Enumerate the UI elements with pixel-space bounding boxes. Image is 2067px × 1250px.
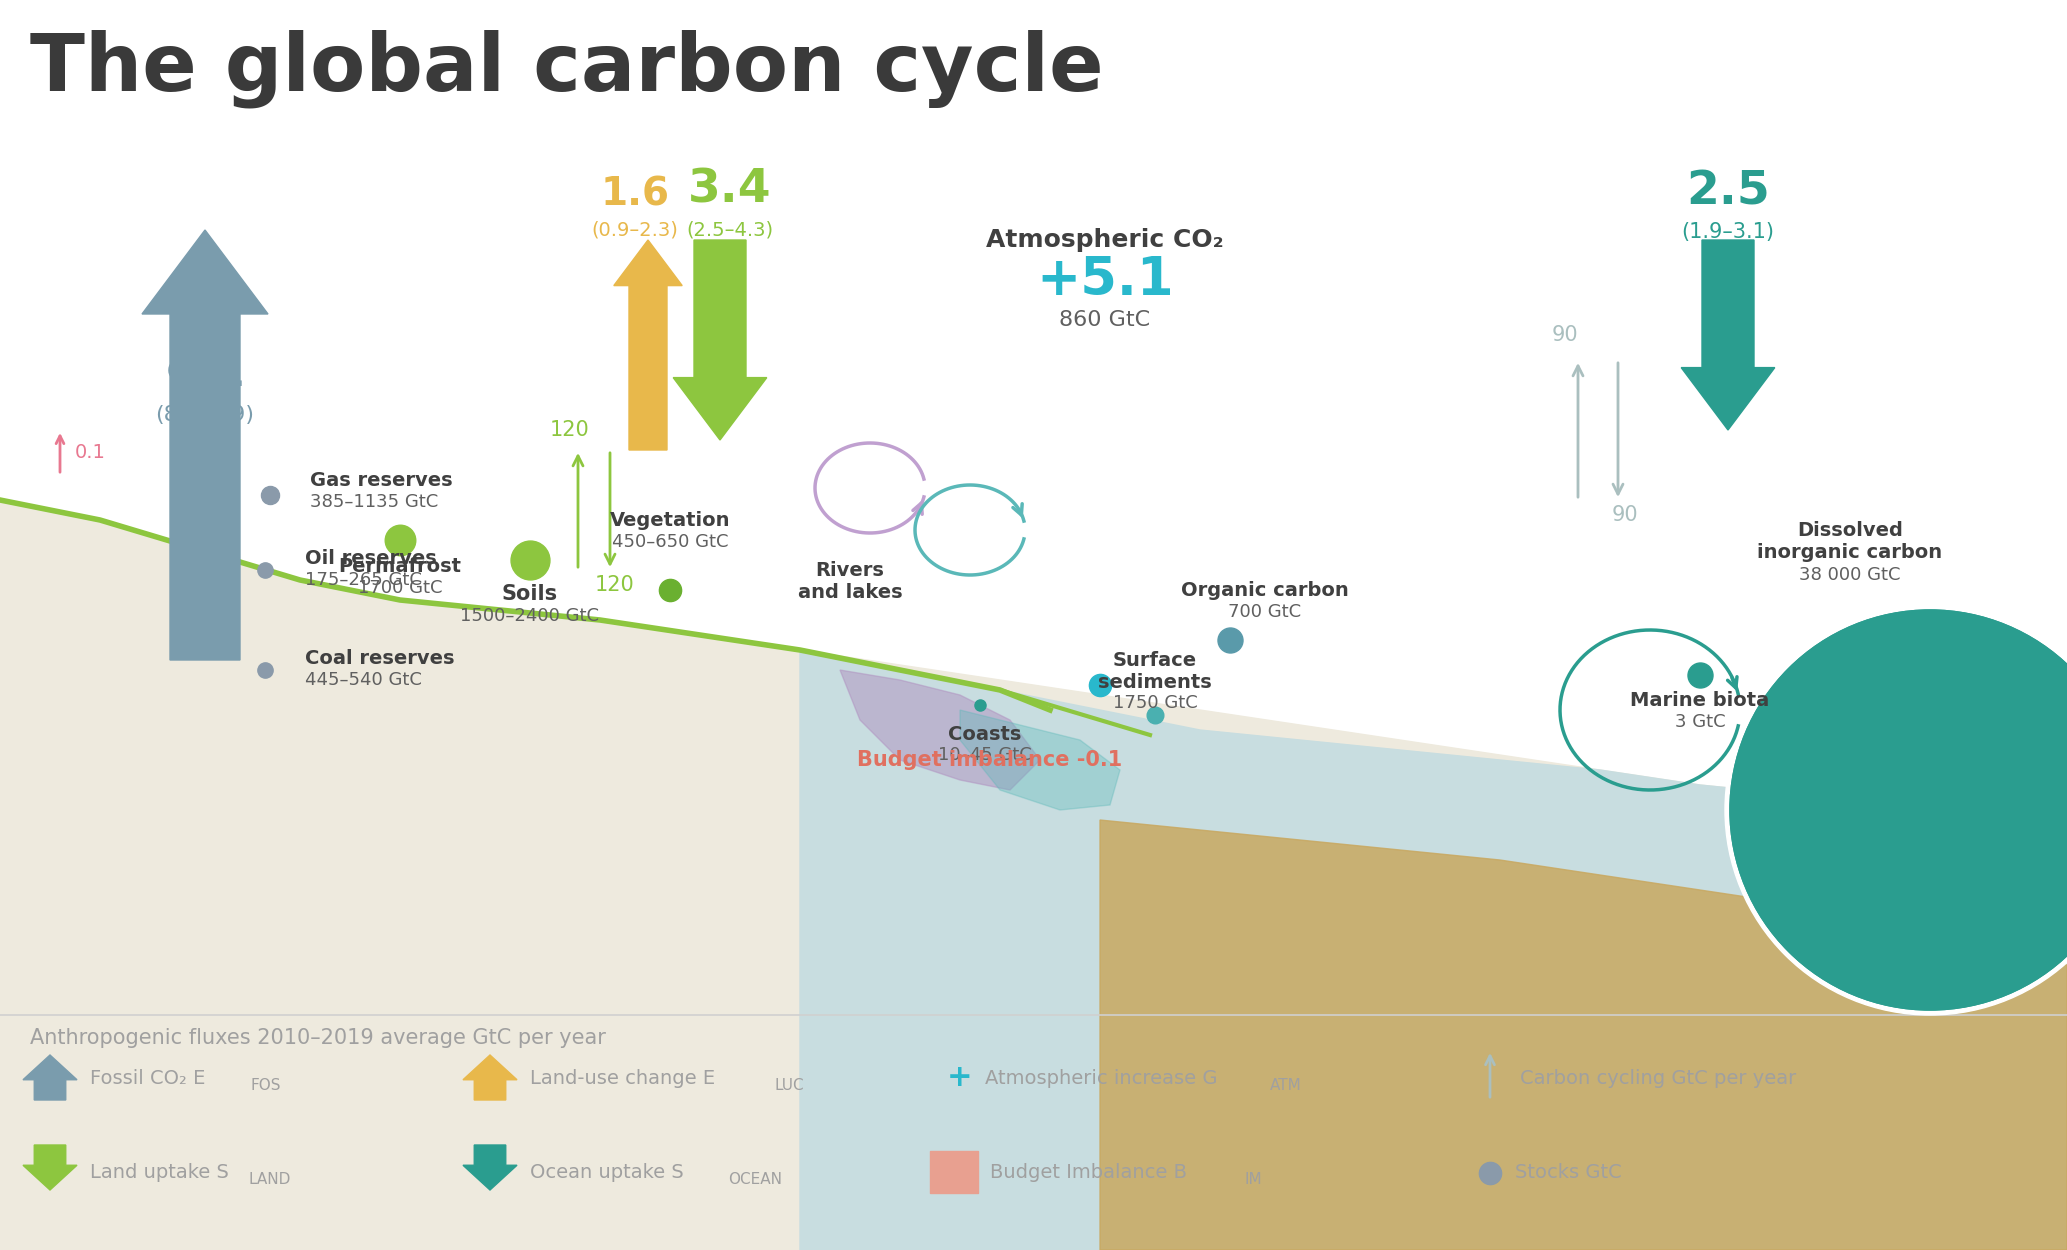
Text: FOS: FOS — [250, 1078, 281, 1092]
Text: sediments: sediments — [1098, 672, 1211, 691]
Text: inorganic carbon: inorganic carbon — [1757, 542, 1943, 561]
Text: 1700 GtC: 1700 GtC — [358, 579, 442, 598]
Text: 120: 120 — [550, 420, 589, 440]
Text: Ocean uptake S: Ocean uptake S — [529, 1164, 684, 1182]
Text: Marine biota: Marine biota — [1631, 690, 1769, 710]
Text: Land uptake S: Land uptake S — [91, 1164, 229, 1182]
Text: 860 GtC: 860 GtC — [1060, 310, 1151, 330]
Polygon shape — [614, 240, 682, 450]
Text: 175–265 GtC: 175–265 GtC — [306, 571, 422, 589]
Text: 9.4: 9.4 — [165, 359, 244, 401]
Text: Anthropogenic fluxes 2010–2019 average GtC per year: Anthropogenic fluxes 2010–2019 average G… — [31, 1028, 606, 1048]
Polygon shape — [23, 1145, 76, 1190]
Text: Atmospheric increase G: Atmospheric increase G — [986, 1069, 1217, 1088]
Text: Vegetation: Vegetation — [610, 510, 730, 530]
Text: 700 GtC: 700 GtC — [1228, 602, 1302, 621]
Text: 3.4: 3.4 — [688, 168, 771, 212]
Text: 90: 90 — [1612, 505, 1639, 525]
Text: 38 000 GtC: 38 000 GtC — [1798, 566, 1902, 584]
Text: 1.6: 1.6 — [601, 176, 670, 214]
Text: and lakes: and lakes — [798, 582, 903, 601]
Text: 385–1135 GtC: 385–1135 GtC — [310, 492, 438, 511]
Text: Coasts: Coasts — [949, 725, 1021, 744]
Polygon shape — [463, 1055, 517, 1100]
Text: ATM: ATM — [1269, 1078, 1302, 1092]
Polygon shape — [839, 670, 1040, 790]
Polygon shape — [463, 1145, 517, 1190]
Text: +5.1: +5.1 — [1036, 254, 1174, 306]
Text: 10–45 GtC: 10–45 GtC — [938, 746, 1031, 764]
Text: Atmospheric CO₂: Atmospheric CO₂ — [986, 228, 1224, 253]
Text: Surface: Surface — [1112, 650, 1197, 670]
Text: The global carbon cycle: The global carbon cycle — [31, 30, 1104, 109]
Text: 1500–2400 GtC: 1500–2400 GtC — [461, 608, 599, 625]
Polygon shape — [23, 1055, 76, 1100]
Text: Rivers: Rivers — [816, 560, 885, 580]
Polygon shape — [674, 240, 767, 440]
Text: 3 GtC: 3 GtC — [1674, 712, 1726, 731]
Text: (8.9–9.9): (8.9–9.9) — [155, 405, 254, 425]
Text: 1750 GtC: 1750 GtC — [1112, 694, 1197, 712]
Text: Organic carbon: Organic carbon — [1180, 580, 1350, 600]
Text: 90: 90 — [1552, 325, 1579, 345]
Text: 445–540 GtC: 445–540 GtC — [306, 671, 422, 689]
Text: Gas reserves: Gas reserves — [310, 470, 453, 490]
Polygon shape — [1680, 240, 1776, 430]
Text: Fossil CO₂ E: Fossil CO₂ E — [91, 1069, 205, 1088]
Polygon shape — [1100, 820, 2067, 1250]
Text: +: + — [947, 1064, 974, 1092]
Text: LAND: LAND — [248, 1172, 289, 1188]
Text: IM: IM — [1244, 1172, 1261, 1188]
Polygon shape — [143, 230, 269, 660]
Text: Permafrost: Permafrost — [339, 556, 461, 575]
Text: Soils: Soils — [502, 584, 558, 604]
Text: 2.5: 2.5 — [1687, 170, 1769, 215]
Text: (2.5–4.3): (2.5–4.3) — [686, 220, 773, 240]
Circle shape — [1730, 610, 2067, 1010]
Polygon shape — [800, 650, 2067, 1250]
Text: 0.1: 0.1 — [74, 442, 105, 461]
Text: Land-use change E: Land-use change E — [529, 1069, 715, 1088]
Text: OCEAN: OCEAN — [728, 1172, 781, 1188]
Text: 120: 120 — [595, 575, 635, 595]
Polygon shape — [0, 500, 2067, 1250]
Text: 450–650 GtC: 450–650 GtC — [612, 532, 728, 551]
FancyBboxPatch shape — [930, 1151, 978, 1192]
Text: Carbon cycling GtC per year: Carbon cycling GtC per year — [1519, 1069, 1796, 1088]
Circle shape — [1730, 610, 2067, 1010]
Text: LUC: LUC — [775, 1078, 804, 1092]
Text: Coal reserves: Coal reserves — [306, 649, 455, 668]
Circle shape — [1726, 605, 2067, 1015]
Polygon shape — [959, 710, 1120, 810]
Text: Budget Imbalance B: Budget Imbalance B — [990, 1164, 1186, 1182]
Text: Dissolved: Dissolved — [1796, 520, 1904, 540]
Text: Stocks GtC: Stocks GtC — [1515, 1164, 1623, 1182]
Text: Budget imbalance -0.1: Budget imbalance -0.1 — [858, 750, 1122, 770]
Text: Oil reserves: Oil reserves — [306, 549, 436, 568]
Text: (1.9–3.1): (1.9–3.1) — [1680, 222, 1773, 243]
Text: (0.9–2.3): (0.9–2.3) — [591, 220, 678, 240]
